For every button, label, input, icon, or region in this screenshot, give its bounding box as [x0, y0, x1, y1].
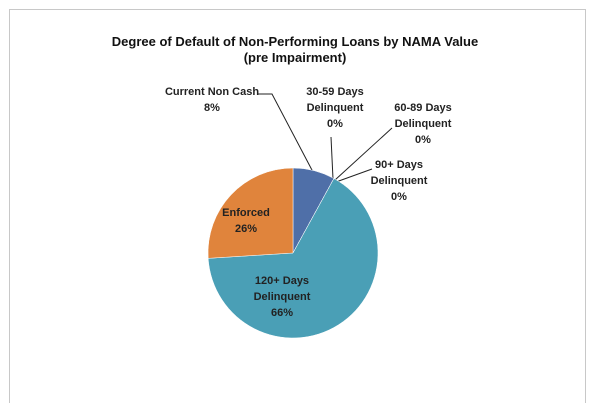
data-label: 90+ Days Delinquent 0%: [359, 157, 439, 205]
category-label: 120+ Days Delinquent: [253, 275, 311, 303]
leader-lines: [258, 93, 393, 183]
data-label: Current Non Cash 8%: [157, 84, 267, 116]
value-label: 26%: [234, 223, 258, 235]
category-label: Enforced: [222, 207, 270, 219]
chart-subtitle: (pre Impairment): [244, 50, 347, 65]
value-label: 8%: [204, 102, 220, 114]
pie-slice: [207, 178, 379, 339]
category-label: 90+ Days Delinquent: [370, 159, 428, 187]
data-label: 120+ Days Delinquent 66%: [237, 273, 327, 321]
category-label: 30-59 Days Delinquent: [306, 86, 364, 114]
value-label: 66%: [270, 307, 294, 319]
leader-line: [258, 93, 314, 173]
value-label: 0%: [327, 118, 343, 130]
pie-slice: [207, 167, 294, 259]
leader-line: [330, 136, 334, 180]
value-label: 0%: [391, 191, 407, 203]
category-label: Current Non Cash: [164, 86, 260, 98]
data-label: 60-89 Days Delinquent 0%: [383, 100, 463, 148]
data-label: Enforced 26%: [211, 205, 281, 237]
chart-title: Degree of Default of Non-Performing Loan…: [112, 34, 478, 49]
leader-line: [334, 127, 393, 181]
category-label: 60-89 Days Delinquent: [394, 102, 452, 130]
leader-line: [335, 168, 373, 183]
value-label: 0%: [415, 134, 431, 146]
data-label: 30-59 Days Delinquent 0%: [295, 84, 375, 132]
